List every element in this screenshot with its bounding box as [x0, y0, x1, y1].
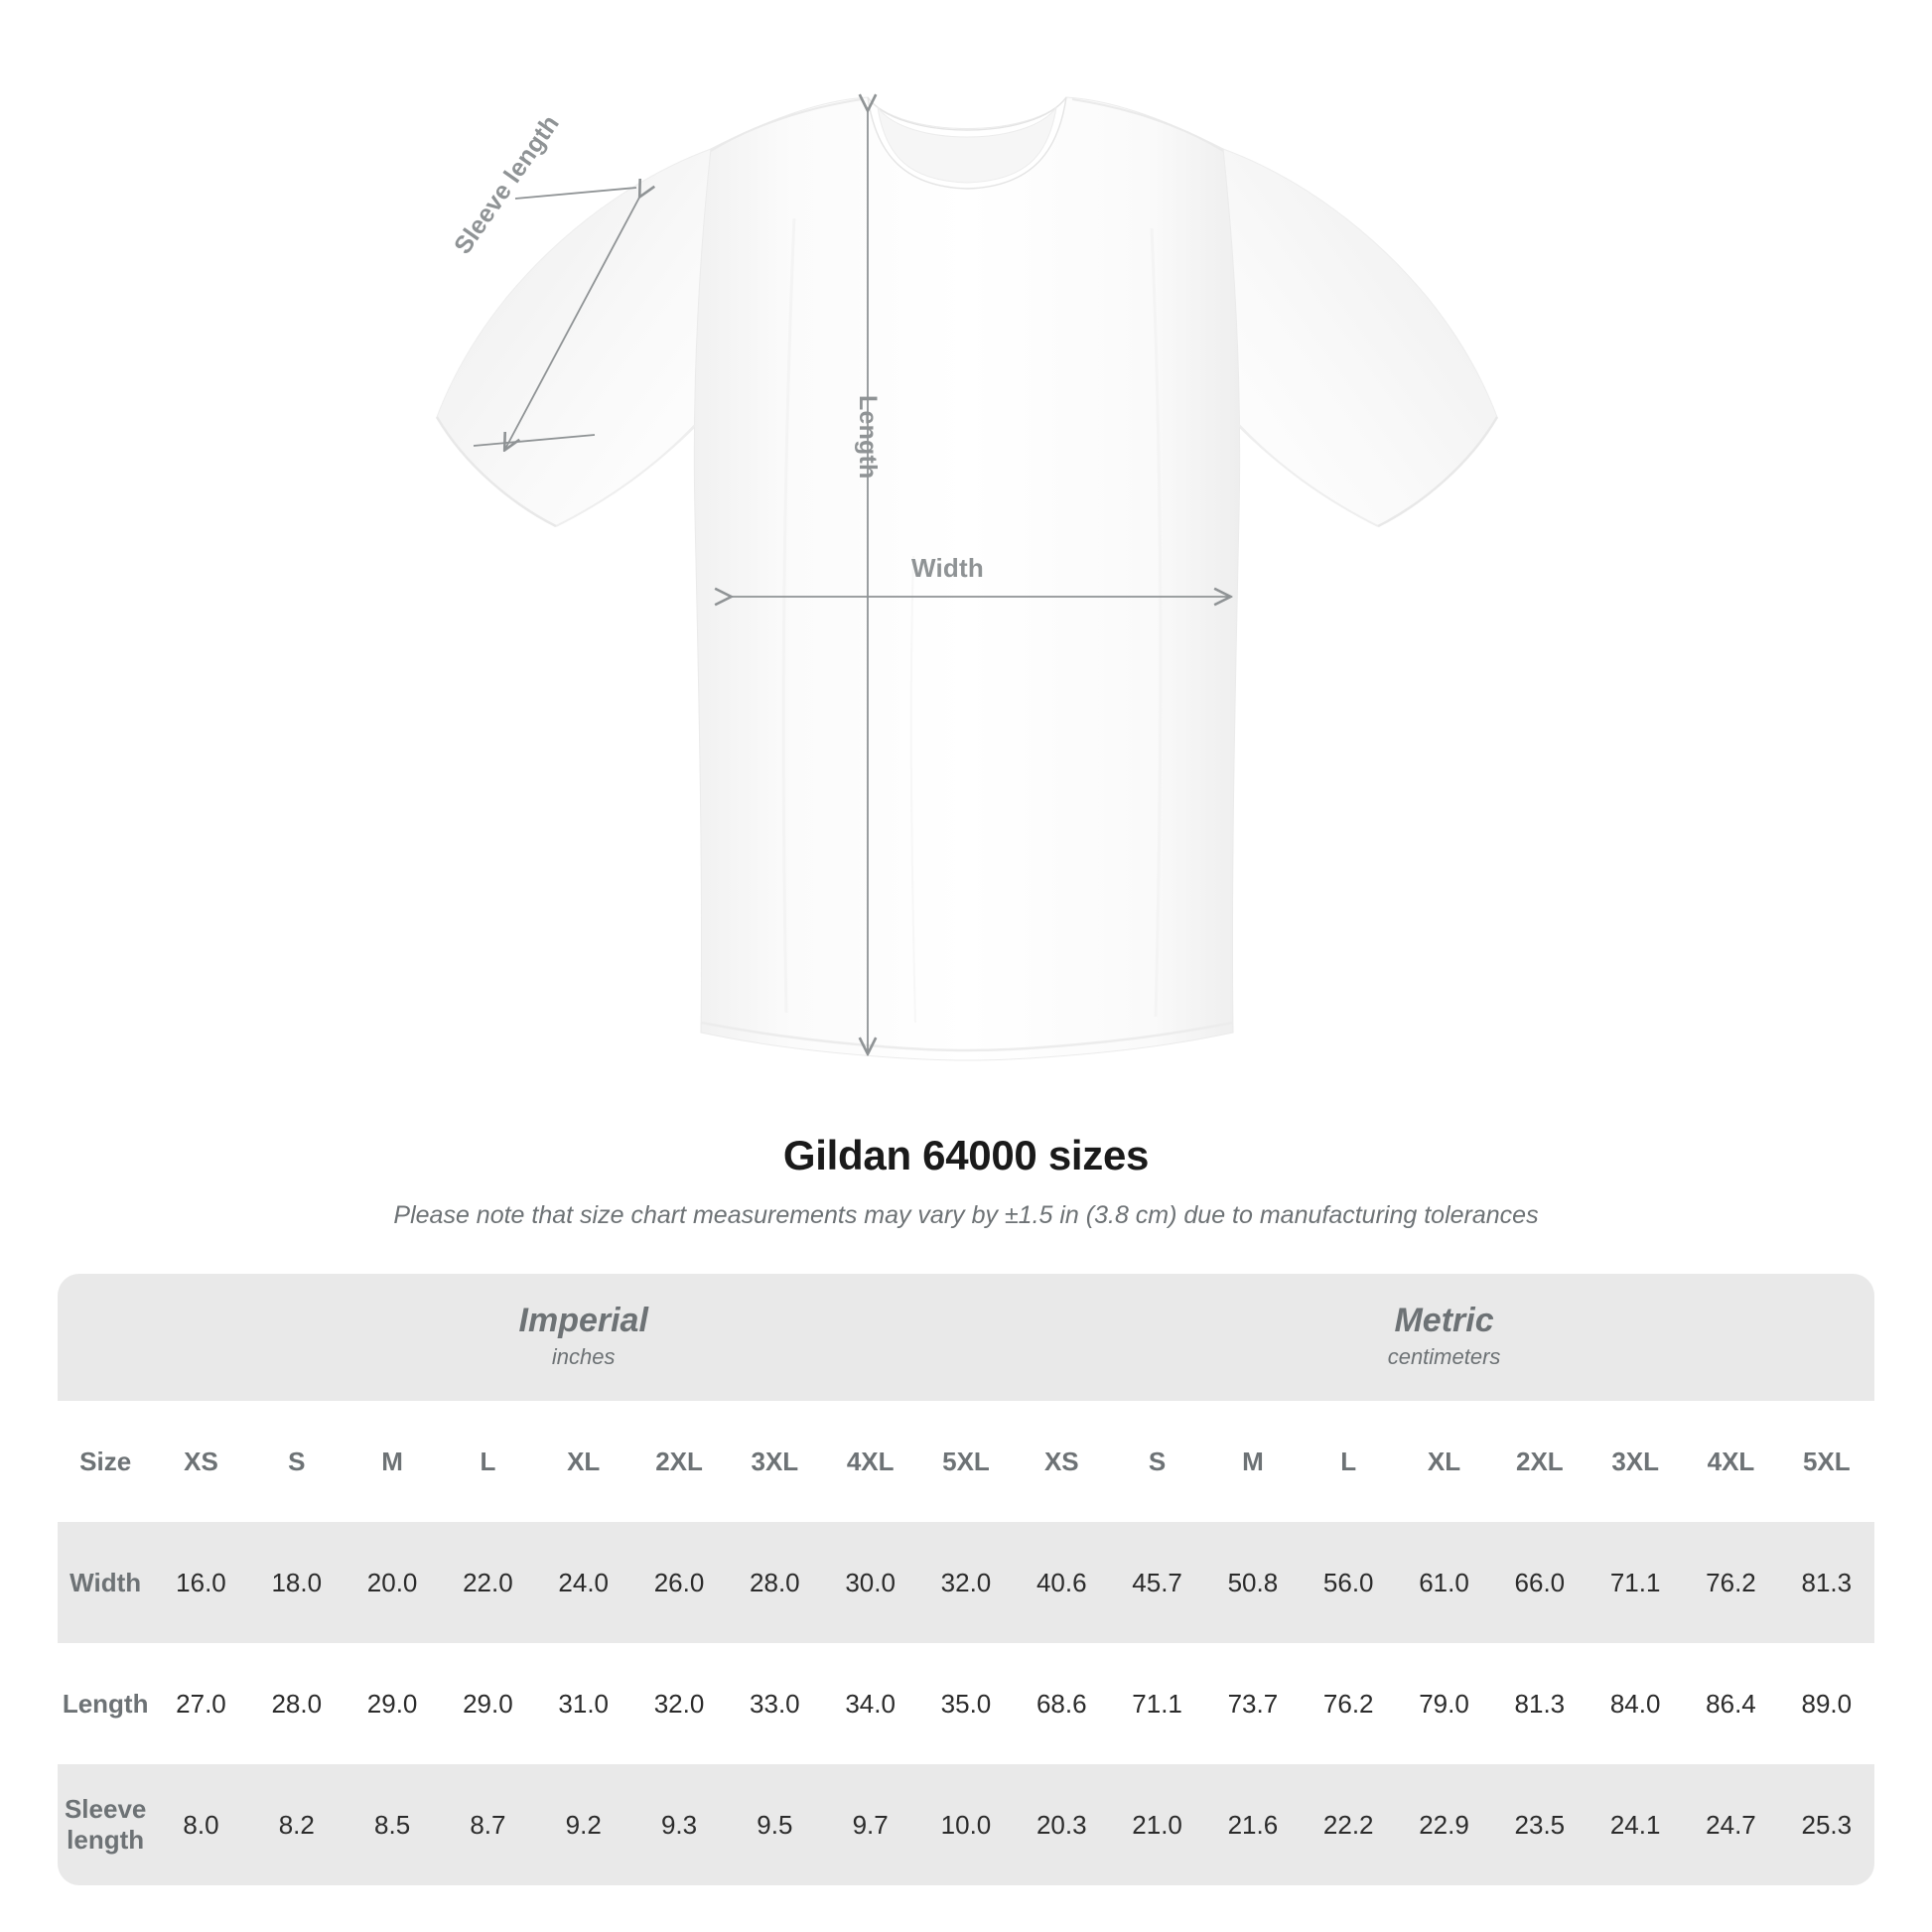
unit-band-imperial: Imperial inches — [153, 1274, 1015, 1401]
cell-sleeve-length-l-in: 8.7 — [440, 1764, 536, 1885]
cell-width-s-cm: 45.7 — [1109, 1522, 1205, 1643]
cell-sleeve-length-4xl-in: 9.7 — [822, 1764, 918, 1885]
cell-sleeve-length-3xl-in: 9.5 — [727, 1764, 823, 1885]
cell-sleeve-length-s-in: 8.2 — [248, 1764, 345, 1885]
size-header-5xl-cm: 5XL — [1778, 1401, 1874, 1522]
sleeve-length-dimension-arrow — [473, 188, 640, 449]
cell-sleeve-length-xl-cm: 22.9 — [1396, 1764, 1492, 1885]
cell-length-s-in: 28.0 — [248, 1643, 345, 1764]
size-header-5xl-in: 5XL — [917, 1401, 1015, 1522]
cell-sleeve-length-2xl-cm: 23.5 — [1491, 1764, 1587, 1885]
cell-length-xl-cm: 79.0 — [1396, 1643, 1492, 1764]
cell-length-xl-in: 31.0 — [535, 1643, 631, 1764]
cell-length-l-cm: 76.2 — [1301, 1643, 1397, 1764]
size-header-4xl-in: 4XL — [822, 1401, 918, 1522]
cell-width-xl-cm: 61.0 — [1396, 1522, 1492, 1643]
cell-length-5xl-in: 35.0 — [917, 1643, 1015, 1764]
table-row: Length 27.0 28.0 29.0 29.0 31.0 32.0 33.0 34.0 35… — [58, 1643, 1874, 1764]
cell-length-m-cm: 73.7 — [1204, 1643, 1302, 1764]
cell-width-4xl-cm: 76.2 — [1683, 1522, 1779, 1643]
cell-sleeve-length-5xl-in: 10.0 — [917, 1764, 1015, 1885]
cell-width-m-in: 20.0 — [344, 1522, 441, 1643]
cell-length-4xl-in: 34.0 — [822, 1643, 918, 1764]
cell-width-3xl-in: 28.0 — [727, 1522, 823, 1643]
size-header-s-cm: S — [1109, 1401, 1205, 1522]
row-label-length: Length — [58, 1643, 154, 1764]
cell-sleeve-length-3xl-cm: 24.1 — [1587, 1764, 1684, 1885]
size-header-xl-cm: XL — [1396, 1401, 1492, 1522]
tshirt-illustration — [435, 0, 1499, 1061]
length-label: Length — [854, 395, 882, 480]
size-header-3xl-in: 3XL — [727, 1401, 823, 1522]
row-label-sleeve-length: Sleeve length — [58, 1764, 154, 1885]
band-spacer-cell — [58, 1274, 154, 1401]
cell-sleeve-length-s-cm: 21.0 — [1109, 1764, 1205, 1885]
cell-length-4xl-cm: 86.4 — [1683, 1643, 1779, 1764]
cell-length-l-in: 29.0 — [440, 1643, 536, 1764]
tolerance-note: Please note that size chart measurements… — [393, 1201, 1539, 1229]
size-header-l-in: L — [440, 1401, 536, 1522]
size-header-m-in: M — [344, 1401, 441, 1522]
tshirt-diagram: Sleeve length Length Width — [435, 0, 1499, 1061]
cell-length-m-in: 29.0 — [344, 1643, 441, 1764]
unit-band-row: Imperial inches Metric centimeters — [58, 1274, 1874, 1401]
cell-length-xs-in: 27.0 — [153, 1643, 249, 1764]
cell-length-2xl-cm: 81.3 — [1491, 1643, 1587, 1764]
cell-width-xl-in: 24.0 — [535, 1522, 631, 1643]
cell-length-xs-cm: 68.6 — [1014, 1643, 1110, 1764]
size-header-xs-in: XS — [153, 1401, 249, 1522]
cell-width-5xl-in: 32.0 — [917, 1522, 1015, 1643]
cell-length-3xl-in: 33.0 — [727, 1643, 823, 1764]
cell-sleeve-length-xl-in: 9.2 — [535, 1764, 631, 1885]
column-header-size: Size — [58, 1401, 154, 1522]
unit-band-title: Imperial — [518, 1301, 648, 1339]
cell-width-5xl-cm: 81.3 — [1778, 1522, 1874, 1643]
size-header-2xl-cm: 2XL — [1491, 1401, 1587, 1522]
width-label: Width — [911, 553, 984, 583]
cell-width-xs-in: 16.0 — [153, 1522, 249, 1643]
unit-band-subtitle: centimeters — [1387, 1344, 1501, 1370]
size-header-s-in: S — [248, 1401, 345, 1522]
cell-sleeve-length-xs-cm: 20.3 — [1014, 1764, 1110, 1885]
size-header-4xl-cm: 4XL — [1683, 1401, 1779, 1522]
cell-width-4xl-in: 30.0 — [822, 1522, 918, 1643]
cell-width-l-cm: 56.0 — [1301, 1522, 1397, 1643]
cell-width-s-in: 18.0 — [248, 1522, 345, 1643]
cell-sleeve-length-5xl-cm: 25.3 — [1778, 1764, 1874, 1885]
cell-length-3xl-cm: 84.0 — [1587, 1643, 1684, 1764]
cell-length-2xl-in: 32.0 — [630, 1643, 728, 1764]
cell-length-5xl-cm: 89.0 — [1778, 1643, 1874, 1764]
unit-band-subtitle: inches — [551, 1344, 616, 1370]
cell-width-2xl-cm: 66.0 — [1491, 1522, 1587, 1643]
row-label-width: Width — [58, 1522, 154, 1643]
table-row: Sleeve length 8.0 8.2 8.5 8.7 9.2 9.3 9.5 9.7 10.… — [58, 1764, 1874, 1885]
table-row: Width 16.0 18.0 20.0 22.0 24.0 26.0 28.0 30.0 32.… — [58, 1522, 1874, 1643]
size-header-l-cm: L — [1301, 1401, 1397, 1522]
cell-width-xs-cm: 40.6 — [1014, 1522, 1110, 1643]
size-header-xl-in: XL — [535, 1401, 631, 1522]
cell-width-l-in: 22.0 — [440, 1522, 536, 1643]
cell-width-2xl-in: 26.0 — [630, 1522, 728, 1643]
cell-sleeve-length-xs-in: 8.0 — [153, 1764, 249, 1885]
size-header-xs-cm: XS — [1014, 1401, 1110, 1522]
cell-sleeve-length-2xl-in: 9.3 — [630, 1764, 728, 1885]
cell-sleeve-length-l-cm: 22.2 — [1301, 1764, 1397, 1885]
cell-length-s-cm: 71.1 — [1109, 1643, 1205, 1764]
size-header-m-cm: M — [1204, 1401, 1302, 1522]
unit-band-metric: Metric centimeters — [1014, 1274, 1874, 1401]
unit-band-title: Metric — [1394, 1301, 1494, 1339]
cell-sleeve-length-m-in: 8.5 — [344, 1764, 441, 1885]
size-chart-table-container: Imperial inches Metric centimeters Size XS S M L… — [58, 1274, 1874, 1885]
chart-heading-block: Gildan 64000 sizes Please note that size… — [0, 1132, 1932, 1230]
cell-width-3xl-cm: 71.1 — [1587, 1522, 1684, 1643]
cell-sleeve-length-m-cm: 21.6 — [1204, 1764, 1302, 1885]
table-header-row: Size XS S M L XL 2XL 3XL 4XL 5XL XS S M L XL 2XL 3XL 4XL 5… — [58, 1401, 1874, 1522]
size-header-2xl-in: 2XL — [630, 1401, 728, 1522]
page-title: Gildan 64000 sizes — [782, 1132, 1150, 1178]
size-header-3xl-cm: 3XL — [1587, 1401, 1684, 1522]
size-chart-table: Imperial inches Metric centimeters Size XS S M L… — [58, 1274, 1874, 1885]
cell-sleeve-length-4xl-cm: 24.7 — [1683, 1764, 1779, 1885]
cell-width-m-cm: 50.8 — [1204, 1522, 1302, 1643]
